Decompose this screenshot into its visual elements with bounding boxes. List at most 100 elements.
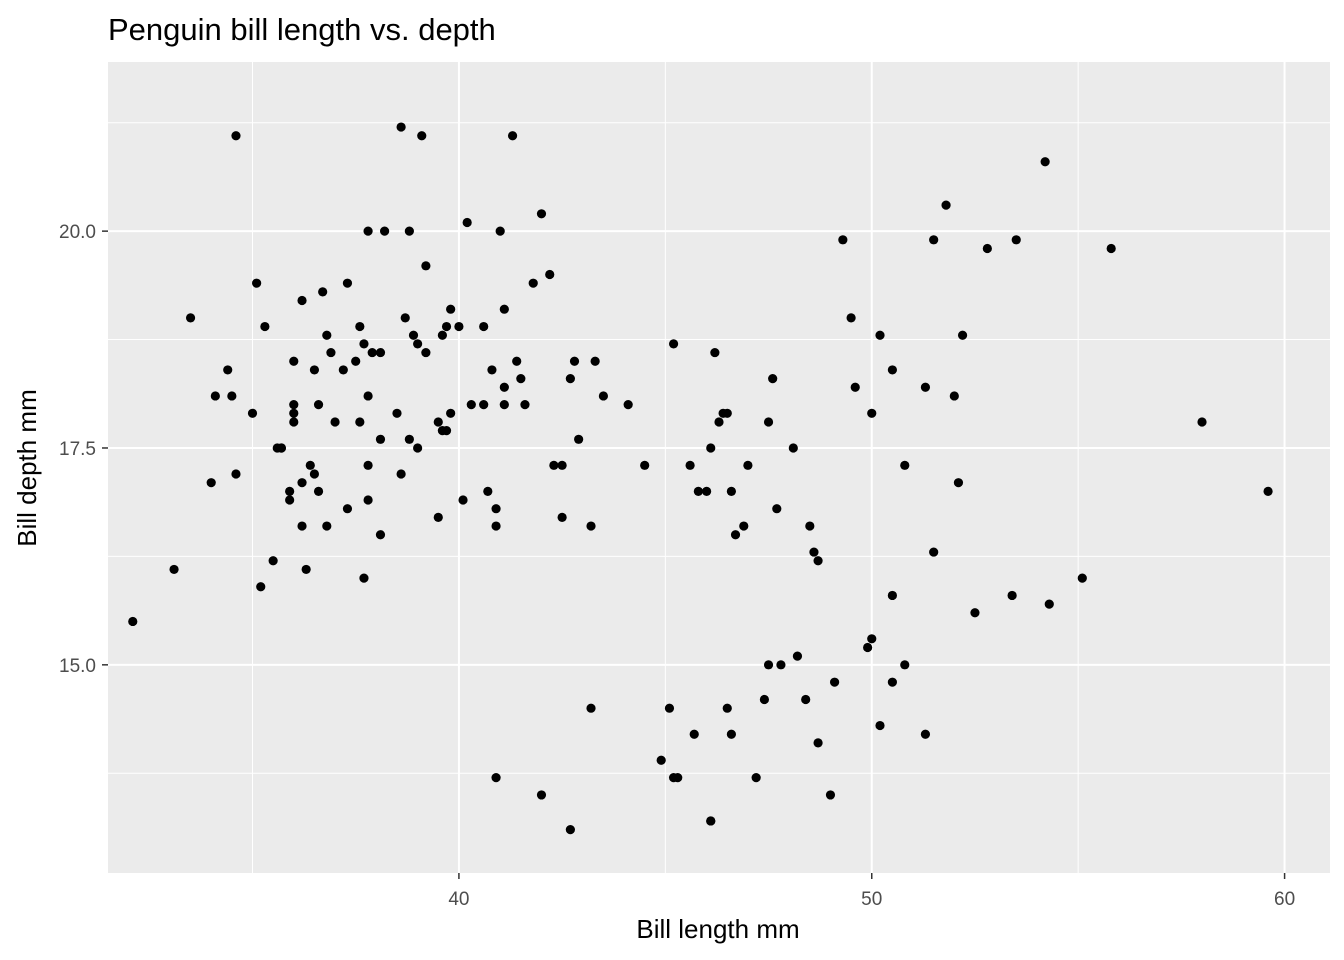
data-point (330, 417, 340, 427)
data-point (512, 356, 522, 366)
data-point (289, 417, 299, 427)
data-point (763, 417, 774, 427)
x-tick-label: 40 (448, 889, 469, 910)
data-point (305, 460, 315, 470)
data-point (867, 408, 877, 418)
data-point (458, 495, 468, 505)
data-point (313, 486, 324, 496)
data-point (545, 269, 555, 280)
data-point (491, 521, 501, 531)
data-point (367, 347, 377, 358)
data-point (499, 382, 509, 392)
data-point (801, 694, 811, 705)
data-point (768, 373, 778, 384)
data-point (722, 408, 732, 418)
data-point (396, 469, 406, 479)
data-point (491, 504, 501, 514)
plot-panel (108, 62, 1330, 873)
data-point (809, 547, 819, 557)
data-point (454, 321, 464, 332)
data-point (953, 478, 964, 488)
data-point (598, 391, 609, 401)
data-point (495, 226, 505, 236)
data-point (656, 755, 666, 765)
data-point (466, 400, 476, 410)
data-point (763, 660, 774, 670)
data-point (706, 443, 716, 453)
data-point (788, 443, 798, 453)
data-point (1197, 417, 1207, 427)
data-point (491, 772, 501, 783)
data-point (549, 460, 559, 470)
data-point (668, 339, 679, 349)
data-point (887, 590, 897, 601)
data-point (297, 521, 307, 531)
x-tick-label: 50 (861, 889, 882, 910)
data-point (297, 295, 307, 306)
data-point (342, 504, 353, 514)
data-point (693, 486, 703, 496)
data-point (813, 738, 823, 748)
data-point (260, 321, 270, 332)
data-point (326, 347, 336, 358)
data-point (743, 460, 753, 470)
data-point (528, 278, 538, 288)
data-point (285, 495, 295, 505)
data-point (574, 434, 584, 444)
data-point (586, 521, 596, 531)
data-point (359, 573, 369, 583)
data-point (351, 356, 361, 366)
data-point (751, 772, 761, 783)
data-point (887, 677, 897, 687)
data-point (396, 122, 406, 132)
data-point (673, 772, 683, 783)
data-point (516, 373, 526, 384)
data-point (185, 313, 196, 323)
data-point (875, 720, 885, 731)
data-point (479, 400, 489, 410)
data-point (268, 556, 278, 566)
data-point (664, 703, 675, 713)
data-point (685, 460, 695, 470)
data-point (400, 313, 410, 323)
data-point (363, 495, 373, 505)
data-point (421, 261, 431, 271)
data-point (231, 469, 241, 479)
data-point (722, 703, 732, 713)
data-point (231, 131, 241, 141)
data-point (285, 486, 295, 496)
data-point (1007, 590, 1017, 601)
data-point (417, 131, 427, 141)
data-point (772, 504, 782, 514)
data-point (375, 530, 386, 540)
data-point (206, 478, 216, 488)
data-point (479, 321, 489, 332)
y-tick-label: 20.0 (59, 222, 96, 243)
data-point (301, 564, 311, 575)
data-point (565, 825, 575, 835)
y-axis-title: Bill depth mm (12, 389, 42, 547)
data-point (875, 330, 885, 340)
data-point (380, 226, 390, 236)
data-point (623, 400, 633, 410)
data-point (433, 512, 443, 522)
data-point (640, 460, 650, 470)
data-point (586, 703, 596, 713)
data-point (318, 287, 328, 297)
data-point (557, 460, 567, 470)
data-point (289, 400, 299, 410)
data-point (404, 226, 414, 236)
data-point (309, 365, 320, 375)
data-point (1011, 235, 1021, 245)
data-point (433, 417, 443, 427)
y-tick-label: 15.0 (59, 656, 96, 677)
data-point (408, 330, 419, 340)
data-point (342, 278, 353, 288)
data-point (483, 486, 493, 496)
minor-gridlines (108, 62, 1330, 873)
data-point (441, 426, 452, 436)
data-point (256, 582, 266, 592)
data-point (404, 434, 414, 444)
data-point (702, 486, 712, 496)
data-points (128, 122, 1273, 835)
